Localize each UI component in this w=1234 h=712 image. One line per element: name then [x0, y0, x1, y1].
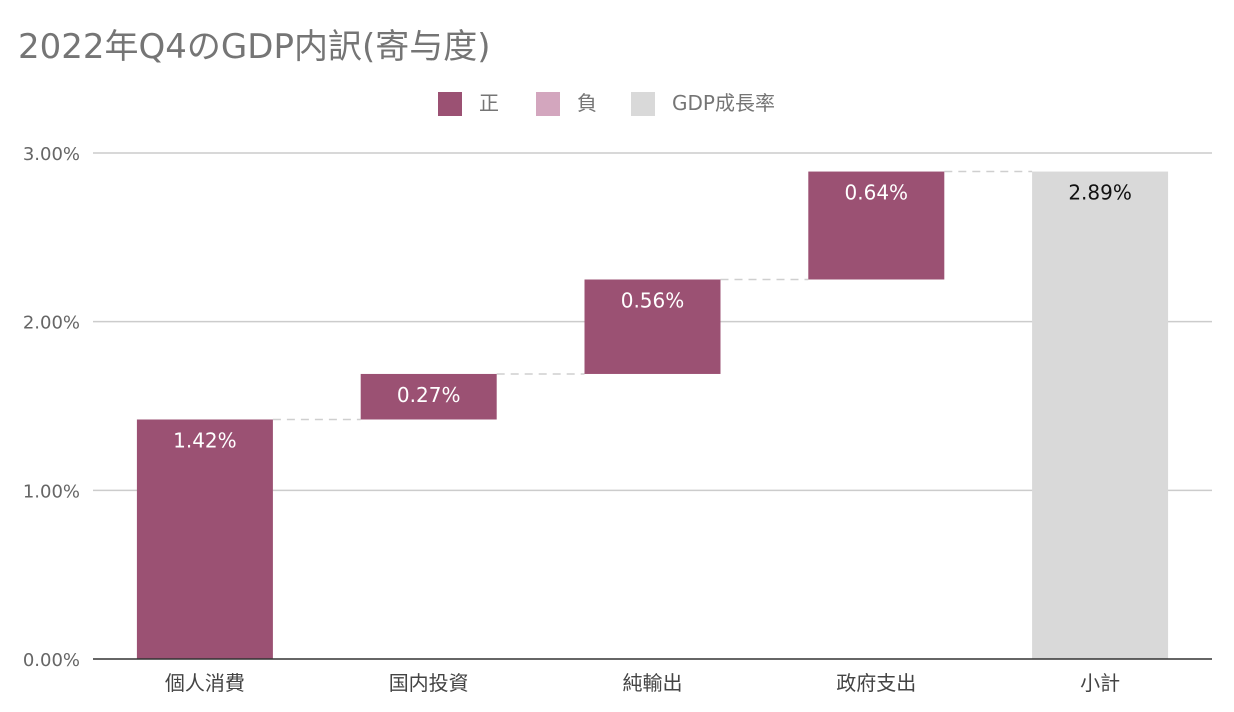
legend-label: GDP成長率	[672, 91, 775, 115]
data-labels: 1.42% 0.27% 0.56% 0.64% 2.89%	[173, 181, 1132, 453]
x-tick-label: 個人消費	[165, 671, 245, 695]
legend-label: 正	[479, 91, 499, 115]
bar	[808, 171, 945, 280]
y-tick-label: 2.00%	[23, 313, 80, 334]
legend-swatch	[438, 92, 462, 116]
y-tick-label: 1.00%	[23, 481, 80, 502]
legend-swatch	[631, 92, 655, 116]
bar	[136, 419, 273, 659]
chart-title: 2022年Q4のGDP内訳(寄与度)	[18, 27, 490, 67]
bar	[584, 279, 721, 374]
data-label: 0.27%	[397, 383, 461, 407]
data-label: 0.64%	[845, 181, 909, 205]
bar	[360, 373, 497, 420]
y-tick-label: 3.00%	[23, 144, 80, 165]
x-tick-label: 国内投資	[389, 671, 469, 695]
connector-lines	[272, 170, 1033, 421]
legend-label: 負	[577, 91, 597, 115]
y-axis: 0.00% 1.00% 2.00% 3.00%	[23, 144, 80, 671]
legend: 正 負 GDP成長率	[438, 91, 775, 116]
x-tick-label: 純輸出	[623, 671, 683, 695]
data-label: 2.89%	[1068, 181, 1132, 205]
legend-swatch	[536, 92, 560, 116]
x-tick-label: 小計	[1080, 671, 1120, 695]
bars	[136, 171, 1169, 659]
data-label: 1.42%	[173, 428, 237, 452]
bar	[1032, 171, 1169, 659]
x-axis: 個人消費 国内投資 純輸出 政府支出 小計	[93, 658, 1212, 695]
data-label: 0.56%	[621, 289, 685, 313]
x-tick-label: 政府支出	[836, 671, 916, 695]
y-tick-label: 0.00%	[23, 650, 80, 671]
